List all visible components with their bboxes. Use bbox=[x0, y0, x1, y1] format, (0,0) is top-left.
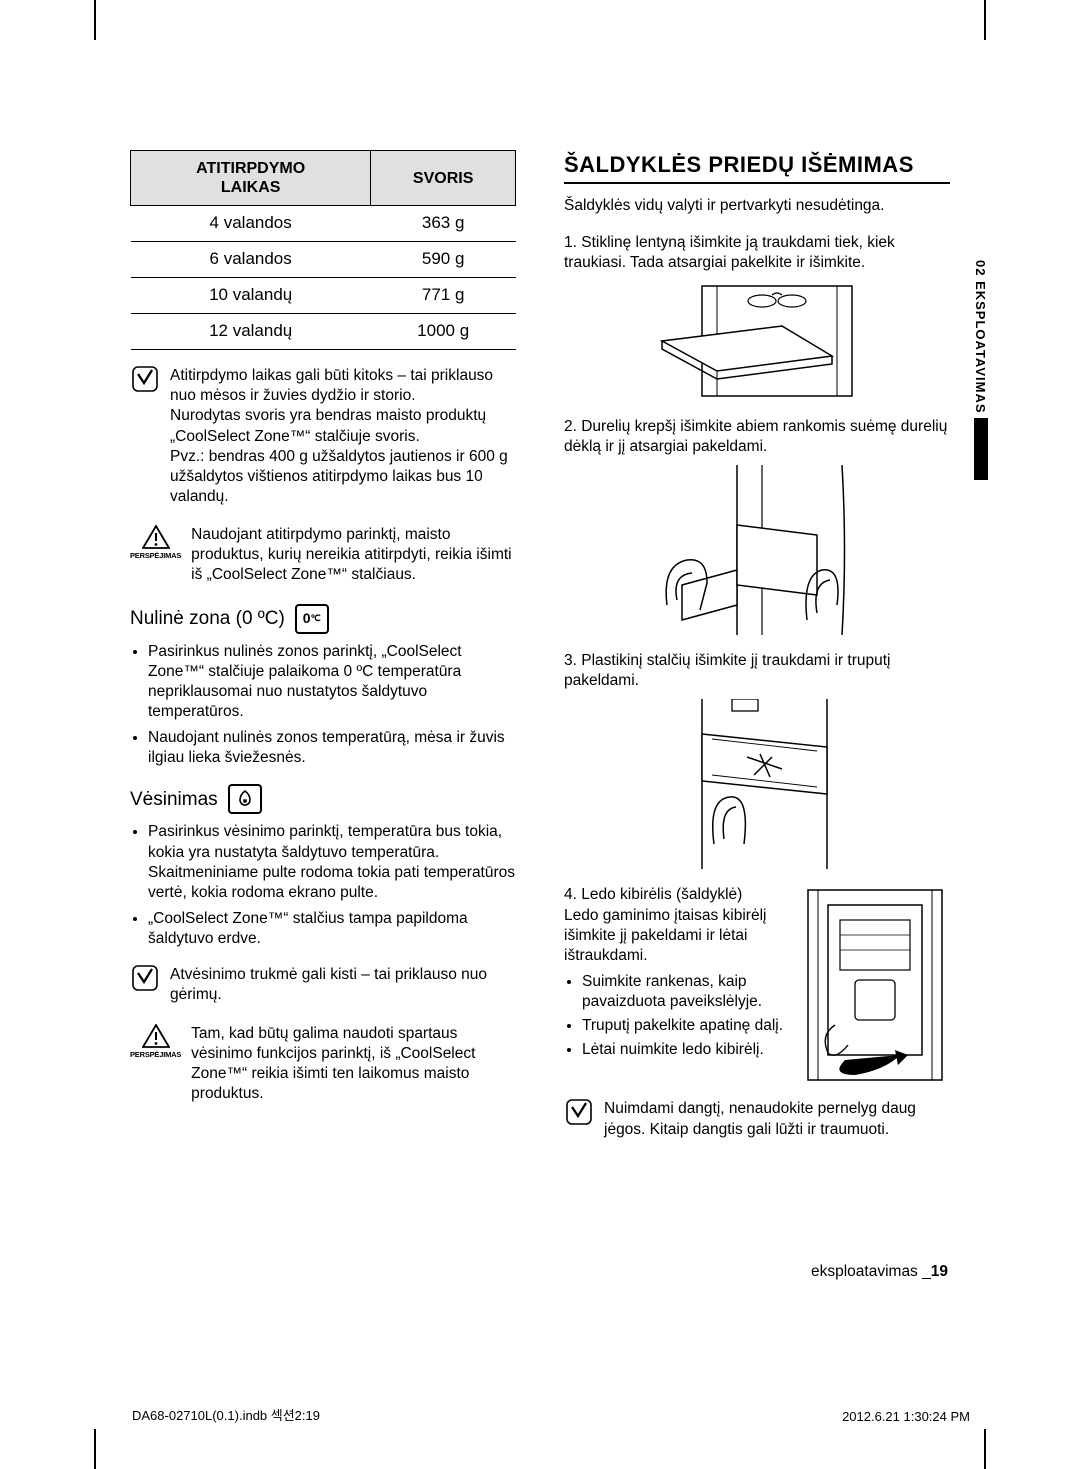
print-footer-left: DA68-02710L(0.1).indb 섹션2:19 bbox=[132, 1405, 320, 1424]
note-icon bbox=[564, 1099, 594, 1139]
table-header-time: ATITIRPDYMO LAIKAS bbox=[131, 151, 371, 206]
table-row: 12 valandų1000 g bbox=[131, 314, 516, 350]
warning-icon: PERSPĖJIMAS bbox=[130, 525, 181, 585]
warning-block: PERSPĖJIMAS Naudojant atitirpdymo parink… bbox=[130, 525, 516, 585]
note-text: Atvėsinimo trukmė gali kisti – tai prikl… bbox=[170, 965, 516, 1005]
table-header-weight: SVORIS bbox=[371, 151, 516, 206]
right-title: ŠALDYKLĖS PRIEDŲ IŠĖMIMAS bbox=[564, 150, 950, 184]
step-3: 3. Plastikinį stalčių išimkite jį traukd… bbox=[564, 651, 950, 691]
thaw-table: ATITIRPDYMO LAIKAS SVORIS 4 valandos363 … bbox=[130, 150, 516, 350]
list-item: Naudojant nulinės zonos temperatūrą, mės… bbox=[148, 728, 516, 768]
right-column: ŠALDYKLĖS PRIEDŲ IŠĖMIMAS Šaldyklės vidų… bbox=[564, 150, 950, 1158]
page-footer: eksploatavimas _19 bbox=[811, 1263, 948, 1281]
figure-drawer bbox=[672, 699, 842, 869]
list-item: Pasirinkus nulinės zonos parinktį, „Cool… bbox=[148, 642, 516, 723]
list-item: Truputį pakelkite apatinę dalį. bbox=[582, 1016, 788, 1036]
table-row: 4 valandos363 g bbox=[131, 206, 516, 242]
warning-block: PERSPĖJIMAS Tam, kad būtų galima naudoti… bbox=[130, 1024, 516, 1105]
note-block: Atvėsinimo trukmė gali kisti – tai prikl… bbox=[130, 965, 516, 1005]
list-item: Pasirinkus vėsinimo parinktį, temperatūr… bbox=[148, 822, 516, 903]
cooling-list: Pasirinkus vėsinimo parinktį, temperatūr… bbox=[130, 822, 516, 949]
list-item: Suimkite rankenas, kaip pavaizduota pave… bbox=[582, 972, 788, 1012]
note-text: Atitirpdymo laikas gali būti kitoks – ta… bbox=[170, 366, 516, 507]
warning-icon: PERSPĖJIMAS bbox=[130, 1024, 181, 1105]
figure-door-bin bbox=[652, 465, 862, 635]
step-2: 2. Durelių krepšį išimkite abiem rankomi… bbox=[564, 417, 950, 457]
cooling-icon bbox=[228, 784, 262, 814]
warning-text: Naudojant atitirpdymo parinktį, maisto p… bbox=[191, 525, 516, 585]
right-subtitle: Šaldyklės vidų valyti ir pertvarkyti nes… bbox=[564, 196, 950, 217]
list-item: „CoolSelect Zone™“ stalčius tampa papild… bbox=[148, 909, 516, 949]
figure-shelf bbox=[642, 281, 872, 401]
figure-ice-bucket bbox=[800, 885, 950, 1085]
note-block: Atitirpdymo laikas gali būti kitoks – ta… bbox=[130, 366, 516, 507]
zero-zone-list: Pasirinkus nulinės zonos parinktį, „Cool… bbox=[130, 642, 516, 769]
step-1: 1. Stiklinę lentyną išimkite ją traukdam… bbox=[564, 233, 950, 273]
side-tab-marker bbox=[974, 418, 988, 480]
step-4-block: 4. Ledo kibirėlis (šaldyklė) Ledo gamini… bbox=[564, 885, 950, 1085]
side-tab: 02 EKSPLOATAVIMAS bbox=[973, 260, 988, 414]
zero-zone-icon: 0℃ bbox=[295, 604, 329, 634]
table-row: 6 valandos590 g bbox=[131, 242, 516, 278]
list-item: Lėtai nuimkite ledo kibirėlį. bbox=[582, 1040, 788, 1060]
step-4-lead: 4. Ledo kibirėlis (šaldyklė) Ledo gamini… bbox=[564, 885, 788, 966]
left-column: ATITIRPDYMO LAIKAS SVORIS 4 valandos363 … bbox=[130, 150, 516, 1158]
table-row: 10 valandų771 g bbox=[131, 278, 516, 314]
note-text: Nuimdami dangtį, nenaudokite pernelyg da… bbox=[604, 1099, 950, 1139]
note-block: Nuimdami dangtį, nenaudokite pernelyg da… bbox=[564, 1099, 950, 1139]
zero-zone-heading: Nulinė zona (0 ºC) 0℃ bbox=[130, 604, 516, 634]
warning-text: Tam, kad būtų galima naudoti spartaus vė… bbox=[191, 1024, 516, 1105]
note-icon bbox=[130, 965, 160, 1005]
print-footer-right: 2012.6.21 1:30:24 PM bbox=[842, 1409, 970, 1424]
note-icon bbox=[130, 366, 160, 507]
cooling-heading: Vėsinimas bbox=[130, 784, 516, 814]
